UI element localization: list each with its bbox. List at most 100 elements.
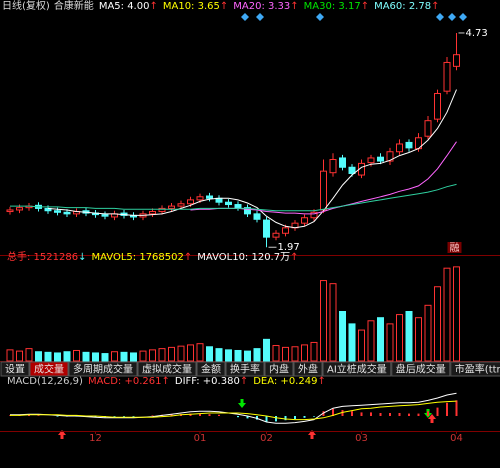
candle-body — [149, 211, 156, 215]
candle-body — [386, 151, 394, 162]
candle-body — [187, 199, 194, 205]
legend-item: MA10: 3.65 — [163, 1, 220, 12]
legend-arrow: ↑ — [290, 1, 298, 12]
volume-bar — [6, 349, 14, 362]
tab-label[interactable]: 市盈率(ttm) — [455, 363, 500, 376]
legend-row: 总手: 1521286↓ MAVOL5: 1768502↑ MAVOL10: 120… — [7, 250, 299, 263]
tab[interactable] — [0, 361, 30, 377]
volume-bar — [111, 351, 118, 362]
candle-body — [367, 157, 375, 164]
candle-body — [443, 61, 451, 92]
volume-bar — [377, 317, 384, 362]
volume-bar — [272, 345, 280, 362]
tab[interactable] — [450, 361, 500, 377]
volume-bar — [434, 286, 441, 362]
stock-name: 合康新能 — [54, 0, 94, 12]
candle-body — [453, 54, 460, 67]
tab[interactable] — [225, 361, 265, 377]
volume-bar — [44, 351, 52, 362]
candle-body — [158, 207, 166, 213]
legend-arrow: ↑ — [317, 376, 325, 387]
volume-bar — [196, 343, 204, 362]
volume-bar — [424, 304, 432, 362]
tab[interactable] — [293, 361, 323, 377]
tab[interactable] — [68, 361, 138, 377]
tab[interactable] — [322, 361, 392, 377]
volume-bar — [386, 323, 394, 362]
tab-label[interactable]: 换手率 — [230, 363, 260, 376]
tab-label[interactable]: 内盘 — [269, 363, 289, 376]
volume-bar — [16, 350, 23, 362]
tab-label[interactable]: 多周期成交量 — [73, 363, 133, 376]
legend-item: DIFF: +0.380 — [175, 376, 240, 387]
tab-label[interactable]: 设置 — [5, 364, 25, 376]
tab[interactable] — [29, 361, 69, 377]
tab-label[interactable]: 外盘 — [298, 363, 318, 376]
tab-label[interactable]: 盘后成交量 — [396, 363, 446, 376]
tab[interactable] — [196, 361, 226, 377]
volume-bar — [158, 348, 166, 362]
volume-bar — [149, 349, 156, 362]
legend-arrow: ↑ — [431, 1, 439, 12]
tab[interactable] — [137, 361, 197, 377]
volume-bar — [405, 311, 413, 362]
sell-arrow — [238, 399, 246, 408]
volume-bar — [101, 353, 109, 362]
volume-bar — [54, 352, 61, 362]
volume-bar — [310, 341, 318, 362]
candle-body — [396, 143, 403, 153]
candle-body — [348, 166, 356, 174]
volume-bar — [453, 266, 460, 362]
tab-label[interactable]: 成交量 — [34, 363, 64, 376]
legend-item: MAVOL10: 120.7万 — [197, 252, 290, 263]
volume-bar — [168, 346, 175, 362]
candle-body — [310, 211, 318, 219]
candle-body — [263, 219, 270, 238]
candle-body — [272, 232, 280, 238]
volume-bar — [177, 345, 185, 362]
tab-label[interactable]: AI立桩成交量 — [327, 363, 387, 376]
legend-row: 日线(复权) 合康新能 MA5: 4.00↑ MA10: 3.65↑ MA20: 3.3… — [2, 0, 439, 12]
volume-bar — [92, 352, 99, 362]
legend-arrow: ↑ — [361, 1, 369, 12]
candle-body — [253, 213, 261, 220]
candle-body — [301, 217, 308, 224]
volume-bar — [225, 349, 232, 362]
volume-bar — [215, 348, 223, 362]
tab-label[interactable]: 金额 — [201, 363, 221, 376]
legend-item: DEA: +0.249 — [253, 376, 317, 387]
candle-body — [234, 204, 242, 209]
volume-bar — [130, 352, 137, 362]
tab[interactable] — [391, 361, 451, 377]
candle-body — [16, 207, 23, 211]
candle-body — [63, 211, 71, 215]
macd-line — [10, 392, 457, 424]
volume-bar — [82, 351, 90, 362]
volume-bar — [443, 267, 451, 362]
tab-label[interactable]: 虚拟成交量 — [142, 363, 192, 376]
candle-body — [377, 156, 384, 162]
candle-body — [405, 141, 413, 149]
volume-bar — [396, 314, 403, 362]
volume-bar — [282, 346, 289, 362]
volume-bar — [234, 349, 242, 362]
legend-item: MA5: 4.00 — [99, 1, 150, 12]
candle-body — [424, 120, 432, 137]
buy-arrow — [428, 414, 436, 423]
legend-arrow: ↑ — [240, 376, 248, 387]
volume-bar — [206, 346, 213, 362]
legend-arrow: ↑ — [161, 376, 169, 387]
volume-bar — [367, 320, 375, 362]
high-label: 4.73 — [466, 28, 488, 39]
legend-item: MA60: 2.78 — [374, 1, 431, 12]
legend-item: 总手: 1521286 — [7, 250, 78, 263]
tab[interactable] — [264, 361, 294, 377]
buy-arrow — [58, 430, 66, 439]
volume-bar — [253, 348, 261, 362]
x-tick-label: 04 — [450, 433, 463, 444]
candle-body — [54, 210, 61, 213]
legend-item: MACD: +0.261 — [88, 376, 162, 387]
